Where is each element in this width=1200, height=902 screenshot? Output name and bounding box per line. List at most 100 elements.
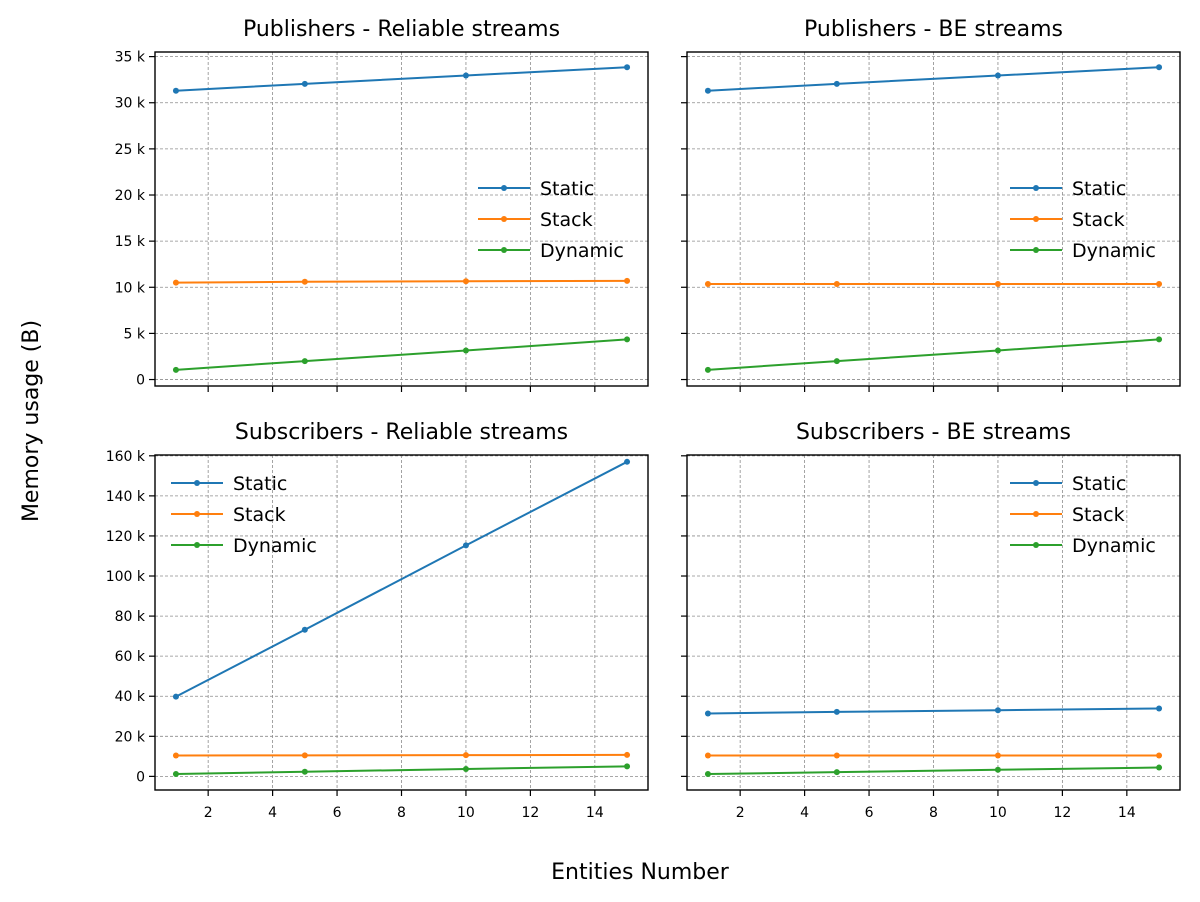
legend-marker-static <box>1033 185 1039 191</box>
data-point-dynamic <box>704 770 711 777</box>
data-point-stack <box>624 277 631 284</box>
data-point-stack <box>301 752 308 759</box>
legend-label-static: Static <box>233 473 287 495</box>
panels: 0 5 k 10 k 15 k 20 k 25 k 30 k 35 k Publishers -… <box>106 17 1181 821</box>
data-point-dynamic <box>1156 764 1163 771</box>
data-point-stack <box>172 279 179 286</box>
series-line-stack <box>175 279 628 284</box>
data-point-dynamic <box>172 770 179 777</box>
y-tick-label: 30 k <box>115 96 146 112</box>
series-line-static <box>175 460 628 698</box>
legend-label-stack: Stack <box>1072 209 1125 231</box>
data-point-dynamic <box>994 347 1001 354</box>
legend-marker-dynamic <box>194 542 200 548</box>
legend: Static Stack Dynamic <box>1010 473 1156 557</box>
data-point-static <box>624 64 631 71</box>
plot-frame <box>154 454 649 791</box>
y-tick-label: 20 k <box>115 729 146 745</box>
data-point-stack <box>704 281 711 288</box>
data-point-static <box>994 707 1001 714</box>
data-point-dynamic <box>172 366 179 373</box>
legend-label-dynamic: Dynamic <box>1072 240 1156 262</box>
data-point-dynamic <box>704 366 711 373</box>
x-tick-label: 2 <box>204 805 213 821</box>
data-point-static <box>172 87 179 94</box>
data-point-stack <box>1156 281 1163 288</box>
x-tick-label: 12 <box>521 805 539 821</box>
y-tick-label: 10 k <box>115 280 146 296</box>
data-point-static <box>704 87 711 94</box>
x-tick-label: 10 <box>457 805 475 821</box>
series-line-dynamic <box>707 766 1160 775</box>
plot-frame <box>154 51 649 387</box>
chart-panel-3: 2 4 6 8 10 12 14 0 20 k 40 k 60 k 80 k 100 k 120 k 140… <box>106 420 649 821</box>
y-tick-label: 0 <box>136 769 145 785</box>
legend-label-dynamic: Dynamic <box>1072 535 1156 557</box>
x-tick-label: 6 <box>333 805 342 821</box>
data-point-static <box>172 693 179 700</box>
data-point-stack <box>172 752 179 759</box>
data-point-stack <box>994 281 1001 288</box>
data-point-stack <box>833 281 840 288</box>
y-tick-label: 60 k <box>115 649 146 665</box>
panel-title: Publishers - Reliable streams <box>243 17 560 42</box>
data-point-static <box>301 80 308 87</box>
panel-title: Publishers - BE streams <box>804 17 1063 42</box>
y-tick-label: 25 k <box>115 142 146 158</box>
data-point-dynamic <box>833 769 840 776</box>
data-point-stack <box>624 751 631 758</box>
legend-label-static: Static <box>1072 473 1126 495</box>
chart-panel-1: 0 5 k 10 k 15 k 20 k 25 k 30 k 35 k Publishers -… <box>115 17 649 392</box>
x-tick-label: 8 <box>929 805 938 821</box>
legend: Static Stack Dynamic <box>478 178 624 262</box>
y-tick-label: 5 k <box>124 326 146 342</box>
x-tick-label: 2 <box>736 805 745 821</box>
legend-marker-stack <box>1033 511 1039 517</box>
x-tick-label: 10 <box>989 805 1007 821</box>
y-tick-label: 15 k <box>115 234 146 250</box>
y-tick-label: 40 k <box>115 689 146 705</box>
chart-panel-2: Publishers - BE streams Static Stack Dynami… <box>681 17 1181 392</box>
data-point-stack <box>462 278 469 285</box>
x-tick-label: 6 <box>865 805 874 821</box>
x-tick-label: 4 <box>268 805 277 821</box>
y-tick-label: 120 k <box>106 529 146 545</box>
data-point-static <box>301 626 308 633</box>
chart-panel-4: 2 4 6 8 10 12 14 Subscribers - BE streams Static… <box>681 420 1181 821</box>
series-line-static <box>175 66 628 92</box>
data-point-stack <box>704 752 711 759</box>
data-point-dynamic <box>301 768 308 775</box>
x-tick-label: 14 <box>586 805 604 821</box>
panel-title: Subscribers - BE streams <box>796 420 1071 445</box>
legend-label-dynamic: Dynamic <box>233 535 317 557</box>
legend: Static Stack Dynamic <box>1010 178 1156 262</box>
data-point-dynamic <box>1156 336 1163 343</box>
data-point-static <box>833 708 840 715</box>
data-point-static <box>624 458 631 465</box>
data-point-static <box>994 72 1001 79</box>
y-tick-label: 100 k <box>106 569 146 585</box>
data-point-stack <box>833 752 840 759</box>
y-tick-label: 140 k <box>106 489 146 505</box>
y-tick-label: 80 k <box>115 609 146 625</box>
legend-marker-stack <box>501 216 507 222</box>
data-point-dynamic <box>994 766 1001 773</box>
legend-marker-dynamic <box>501 247 507 253</box>
series-line-dynamic <box>175 765 628 775</box>
x-tick-label: 8 <box>397 805 406 821</box>
plot-frame <box>686 454 1181 791</box>
data-point-static <box>1156 64 1163 71</box>
panel-title: Subscribers - Reliable streams <box>235 420 568 445</box>
data-point-static <box>462 72 469 79</box>
figure-xlabel: Entities Number <box>551 860 730 885</box>
data-point-stack <box>1156 752 1163 759</box>
legend-marker-static <box>1033 480 1039 486</box>
y-tick-label: 20 k <box>115 188 146 204</box>
legend-label-dynamic: Dynamic <box>540 240 624 262</box>
legend-marker-dynamic <box>1033 247 1039 253</box>
series-line-static <box>707 707 1160 715</box>
plot-frame <box>686 51 1181 387</box>
data-point-stack <box>462 752 469 759</box>
legend-label-stack: Stack <box>540 209 593 231</box>
